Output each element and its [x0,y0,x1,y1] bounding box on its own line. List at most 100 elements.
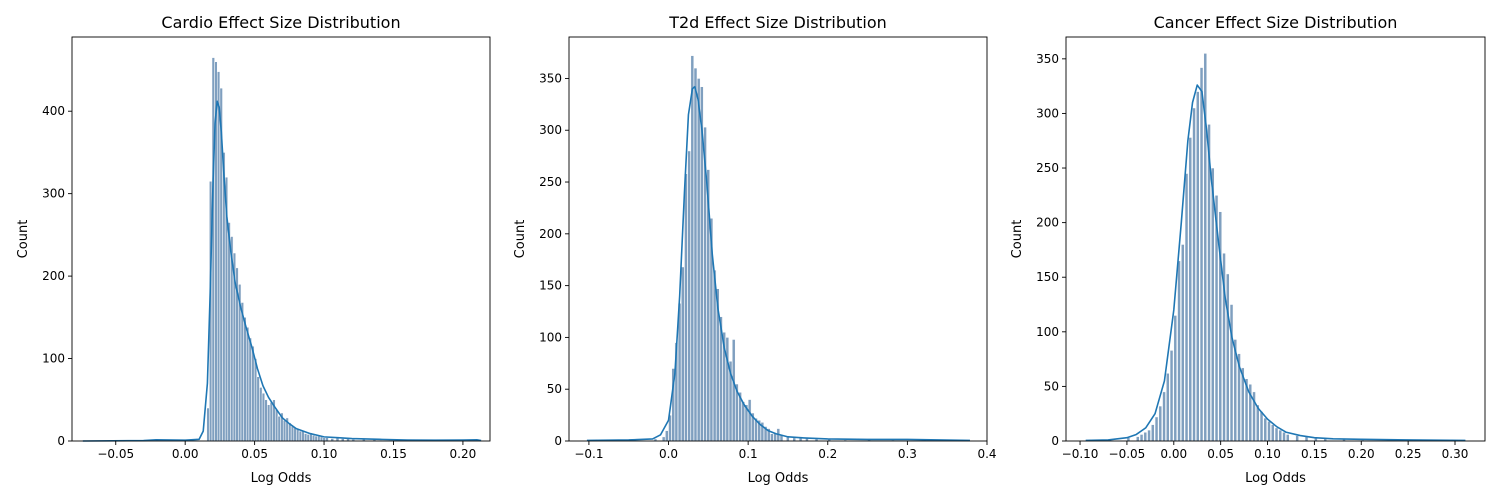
kde-curve [586,85,970,442]
histogram-bar [1173,315,1178,442]
histogram-bar [1271,424,1275,442]
histogram-bar [275,409,279,442]
y-tick-label: 250 [539,175,562,189]
x-tick-label: 0.0 [659,447,678,461]
histogram-bar [217,71,221,442]
y-axis-label: Count [16,220,31,259]
histogram-bar [1184,173,1189,442]
histogram-bar [256,376,260,442]
histogram-bar [741,401,746,442]
x-tick-label: 0.20 [450,447,477,461]
histogram-bar [1192,107,1196,442]
histogram-bar [1136,436,1140,442]
y-tick-label: 100 [42,352,65,366]
y-tick-label: 350 [539,71,562,85]
histogram-bars [82,57,480,442]
histogram-bar [206,407,210,442]
histogram-bar [322,437,326,442]
histogram-bar [261,392,265,442]
x-axis-label: Log Odds [1245,471,1306,486]
axes-frame [568,36,988,442]
histogram-bar [1274,427,1279,442]
x-tick-label: 0.05 [1207,447,1234,461]
histogram-bar [693,67,698,442]
histogram-bar [681,266,685,442]
histogram-bar [661,436,666,442]
histogram-bar [282,420,287,442]
y-tick-label: 0 [57,434,65,448]
histogram-bar [296,429,300,442]
histogram-bar [277,416,281,442]
histogram-bar [325,437,329,442]
x-tick-label: 0.15 [1301,447,1328,461]
histogram-bar [314,435,318,442]
y-tick-label: 0 [554,434,562,448]
y-axis-label: Count [1010,220,1025,259]
chart-panel-3: −0.10 −0.05 0.00 0.05 0.10 0.15 0.20 0.25 0.30 0 5… [1010,13,1486,486]
histogram-bar [1181,244,1185,442]
histogram-bar [1169,350,1174,442]
histogram-bar [1151,424,1155,442]
histogram-bar [267,404,271,442]
histogram-bar [269,402,273,442]
y-tick-label: 250 [1036,161,1059,175]
histogram-bar [293,427,297,442]
histogram-bar [690,55,695,442]
y-tick-label: 0 [1051,434,1059,448]
histogram-bar [1256,404,1260,442]
histogram-bar [1278,429,1283,442]
chart-panel-2: −0.1 0.0 0.1 0.2 0.3 0.4 0 50 100 150 200 250 300 350… [513,13,997,486]
x-tick-label: −0.05 [97,447,134,461]
histogram-bar [1166,373,1170,442]
kde-curve [82,100,482,442]
histogram-bar [227,222,231,442]
y-tick-label: 50 [1044,379,1059,393]
axes-frame [71,36,491,442]
histogram-bar [306,434,310,442]
histogram-bar [211,57,215,442]
histogram-bar [1196,91,1200,442]
histogram-bar [253,358,258,442]
histogram-bar [248,337,252,442]
histogram-bar [1139,434,1144,442]
x-tick-label: 0.15 [380,447,407,461]
x-tick-label: 0.20 [1348,447,1375,461]
x-tick-label: −0.1 [574,447,603,461]
histogram-bar [1226,273,1230,442]
y-tick-label: 200 [539,227,562,241]
y-tick-label: 200 [1036,216,1059,230]
histogram-bar [246,326,250,442]
histogram-bar [1143,432,1148,442]
x-axis-label: Log Odds [251,471,312,486]
histogram-bar [1282,432,1286,442]
histogram-bar [251,345,255,442]
histogram-bar [264,399,268,442]
x-tick-label: 0.10 [1254,447,1281,461]
histogram-bar [319,436,324,442]
histogram-bar [1267,421,1271,442]
histogram-bar [1154,416,1159,442]
y-tick-label: 50 [547,382,562,396]
histogram-bar [731,339,736,442]
y-tick-label: 200 [42,269,65,283]
histogram-bar [792,437,796,442]
x-tick-label: 0.25 [1395,447,1422,461]
chart-title: Cancer Effect Size Distribution [1154,13,1398,32]
histogram-bar [696,78,701,442]
histogram-bar [1147,429,1151,442]
x-tick-label: −0.05 [1109,447,1146,461]
histogram-bar [312,434,316,442]
histogram-bars [1085,53,1459,442]
histogram-bar [298,430,302,442]
histogram-bar [770,433,774,442]
y-tick-label: 100 [539,330,562,344]
histogram-bar [240,302,244,442]
chart-panel-1: −0.05 0.00 0.05 0.10 0.15 0.20 0 100 200 300 400 Ca… [16,13,491,486]
x-tick-label: 0.00 [172,447,199,461]
x-tick-label: 0.30 [1442,447,1469,461]
x-tick-label: −0.10 [1062,447,1099,461]
histogram-bar [1199,67,1204,442]
y-axis-label: Count [513,220,528,259]
kde-curve [1085,84,1466,442]
